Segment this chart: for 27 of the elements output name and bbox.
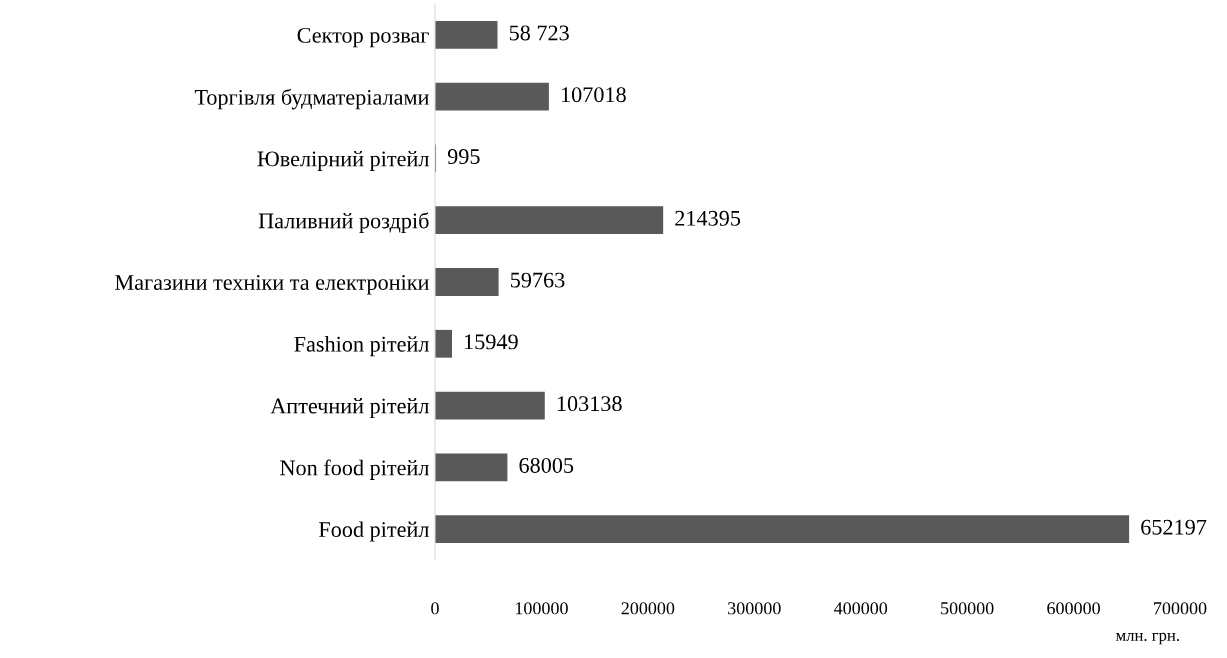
data-label: 652197 [1141, 519, 1207, 535]
y-tick-label: Паливний роздріб [258, 212, 429, 233]
data-label: 58 723 [509, 25, 569, 41]
data-label: 107018 [561, 87, 626, 103]
data-label: 995 [447, 149, 480, 165]
y-tick-label: Non food рітейл [280, 459, 429, 480]
y-tick-label: Сектор розваг [297, 27, 429, 48]
x-tick-label: 100000 [515, 602, 568, 615]
data-label: 68005 [519, 457, 574, 473]
data-label: 15949 [465, 334, 518, 350]
x-tick-label: 600000 [1047, 602, 1100, 615]
y-tick-label: Food рітейл [318, 521, 429, 542]
x-tick-label: 0 [431, 602, 439, 615]
data-label: 59763 [511, 272, 565, 288]
y-tick-label: Торгівля будматеріалами [194, 88, 429, 110]
data-label: 103138 [557, 396, 622, 412]
y-tick-label: Магазини техніки та електроніки [115, 274, 429, 295]
x-tick-label: 700000 [1154, 602, 1207, 615]
y-tick-label: Аптечний рітейл [270, 398, 429, 418]
x-tick-label: 300000 [728, 602, 781, 615]
y-tick-label: Fashion рітейл [294, 336, 429, 357]
data-label: 214395 [675, 210, 741, 226]
x-tick-label: 200000 [621, 602, 675, 615]
y-tick-label: Ювелірний рітейл [257, 150, 429, 171]
x-axis-title: млн. грн. [1116, 632, 1179, 645]
x-tick-label: 400000 [833, 602, 888, 615]
x-tick-label: 500000 [941, 602, 994, 615]
